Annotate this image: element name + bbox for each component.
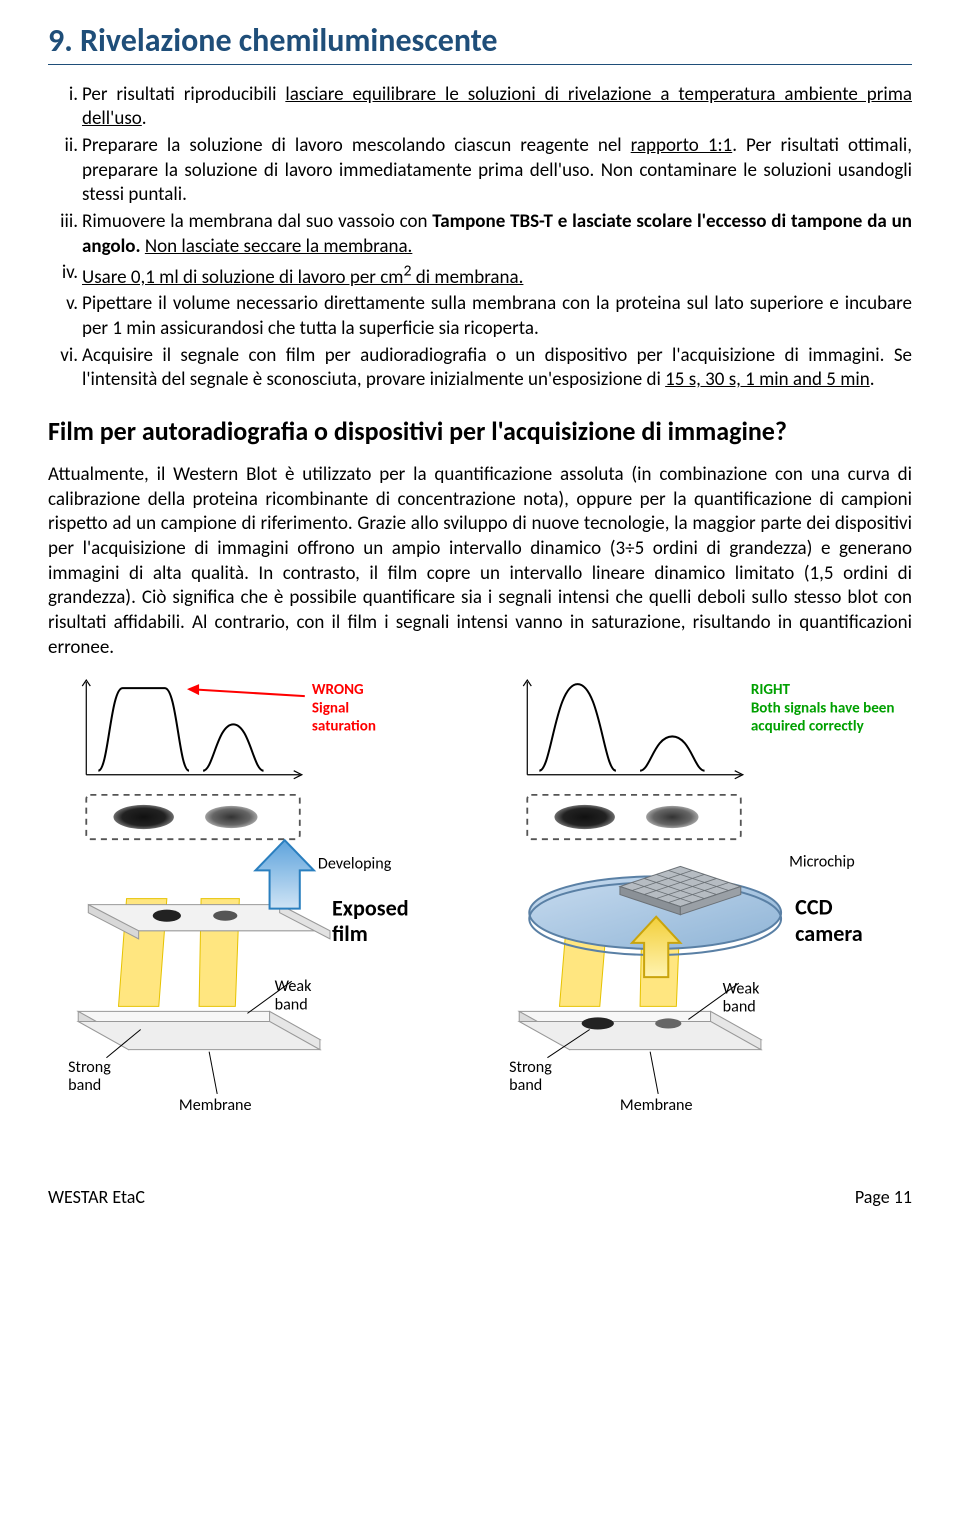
list-item: ii. Preparare la soluzione di lavoro mes… xyxy=(82,134,912,208)
figure-right-panel: Signal intensity RIGHT Both signals have… xyxy=(489,674,912,1155)
list-num: v. xyxy=(48,292,78,317)
chart-wrong: Signal intensity WRONG Signal saturation xyxy=(48,681,376,813)
list-item: iii. Rimuovere la membrana dal suo vasso… xyxy=(82,210,912,259)
svg-text:Developing: Developing xyxy=(318,855,392,874)
chart-right: Signal intensity RIGHT Both signals have… xyxy=(489,681,895,813)
text: Pipettare il volume necessario direttame… xyxy=(82,292,912,340)
svg-text:Strongband: Strongband xyxy=(509,1058,552,1095)
svg-text:Membrane: Membrane xyxy=(620,1097,693,1116)
text-underline: rapporto 1:1 xyxy=(631,134,733,157)
list-num: iv. xyxy=(48,261,78,286)
text: Per risultati riproducibili xyxy=(82,83,285,106)
svg-text:Weakband: Weakband xyxy=(275,978,312,1015)
ccd-scene: Microchip CCD camera Strongband Weakband… xyxy=(509,853,863,1116)
footer-right: Page 11 xyxy=(855,1186,912,1209)
footer-left: WESTAR EtaC xyxy=(48,1186,145,1209)
text: . xyxy=(870,368,875,391)
text-underline: 15 s, 30 s, 1 min and 5 min xyxy=(665,368,870,391)
film-scene: Developing Exposed film Strongband Weakb… xyxy=(68,841,408,1116)
svg-text:Exposed: Exposed xyxy=(332,895,409,922)
section-title: 9. Rivelazione chemiluminescente xyxy=(48,20,912,65)
list-item: i. Per risultati riproducibili lasciare … xyxy=(82,83,912,132)
list-num: vi. xyxy=(48,344,78,369)
text: Preparare la soluzione di lavoro mescola… xyxy=(82,134,631,157)
list-num: ii. xyxy=(48,134,78,159)
svg-text:film: film xyxy=(332,920,368,947)
paragraph: Attualmente, il Western Blot è utilizzat… xyxy=(48,463,912,661)
blot-box-right xyxy=(527,795,741,839)
svg-text:Weakband: Weakband xyxy=(723,980,760,1017)
list-item: vi. Acquisire il segnale con film per au… xyxy=(82,344,912,393)
svg-text:saturation: saturation xyxy=(312,718,376,736)
svg-text:CCD: CCD xyxy=(795,894,832,921)
page-footer: WESTAR EtaC Page 11 xyxy=(48,1186,912,1209)
svg-text:Microchip: Microchip xyxy=(789,853,855,872)
list-item: iv. Usare 0,1 ml di soluzione di lavoro … xyxy=(82,261,912,290)
figure-left-panel: Signal intensity WRONG Signal saturation xyxy=(48,674,471,1155)
list-item: v. Pipettare il volume necessario dirett… xyxy=(82,292,912,341)
text: Rimuovere la membrana dal suo vassoio co… xyxy=(82,210,432,233)
list-num: iii. xyxy=(48,210,78,235)
figure: Signal intensity WRONG Signal saturation xyxy=(48,674,912,1155)
svg-text:Strongband: Strongband xyxy=(68,1058,111,1095)
svg-text:Membrane: Membrane xyxy=(179,1097,252,1116)
text-underline: Non lasciate seccare la membrana. xyxy=(145,235,412,258)
protocol-list: i. Per risultati riproducibili lasciare … xyxy=(48,83,912,394)
subsection-title: Film per autoradiografia o dispositivi p… xyxy=(48,415,912,449)
svg-text:camera: camera xyxy=(795,920,863,947)
svg-text:Both signals have been: Both signals have been xyxy=(751,700,895,718)
svg-text:acquired correctly: acquired correctly xyxy=(751,718,865,736)
text: . xyxy=(142,107,147,130)
blot-box xyxy=(86,795,300,839)
figure-right-svg: Signal intensity RIGHT Both signals have… xyxy=(489,674,912,1147)
text-underline: Usare 0,1 ml di soluzione di lavoro per … xyxy=(82,266,523,289)
list-num: i. xyxy=(48,83,78,108)
svg-text:WRONG: WRONG xyxy=(312,682,364,700)
figure-left-svg: Signal intensity WRONG Signal saturation xyxy=(48,674,471,1147)
svg-text:Signal: Signal xyxy=(312,700,349,718)
svg-text:RIGHT: RIGHT xyxy=(751,682,791,700)
